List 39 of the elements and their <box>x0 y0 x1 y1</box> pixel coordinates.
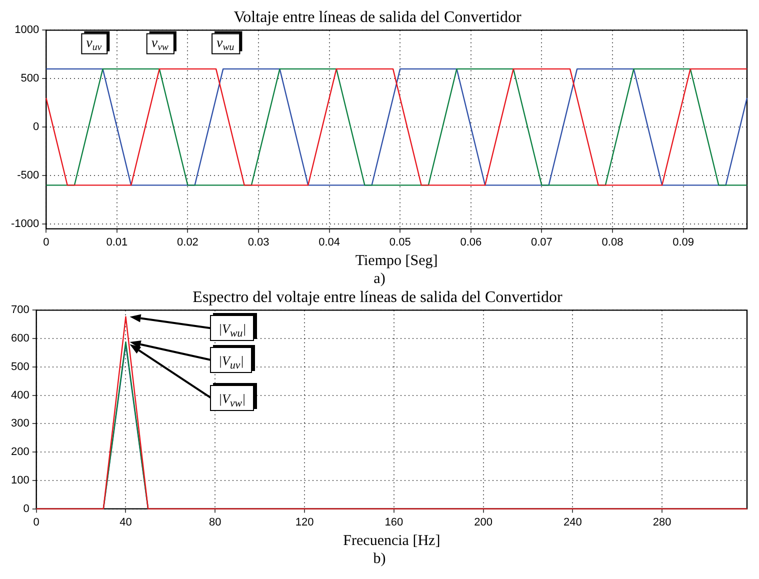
x-tick-label: 200 <box>474 516 492 528</box>
x-axis-title: Frecuencia [Hz] <box>343 532 440 549</box>
chart-title: Voltaje entre líneas de salida del Convertidor <box>234 8 522 26</box>
x-tick-label: 160 <box>384 516 404 528</box>
y-tick-label: 500 <box>20 72 40 85</box>
x-tick-label: 120 <box>295 516 314 528</box>
y-tick-label: 700 <box>10 304 30 316</box>
y-tick-label: 300 <box>10 418 30 430</box>
y-tick-label: 0 <box>33 121 40 134</box>
y-tick-label: 600 <box>10 332 30 345</box>
x-tick-label: 0.06 <box>460 236 482 248</box>
x-tick-label: 0 <box>43 236 50 248</box>
x-tick-label: 0.04 <box>318 236 340 248</box>
y-tick-label: 100 <box>10 474 30 486</box>
x-tick-label: 40 <box>120 516 132 528</box>
x-tick-label: 80 <box>209 516 222 528</box>
chart-title: Espectro del voltaje entre líneas de salida del Convertidor <box>192 288 563 306</box>
x-tick-label: 0.03 <box>248 236 270 248</box>
x-tick-label: 0.01 <box>106 236 128 248</box>
y-tick-label: 500 <box>10 360 30 373</box>
y-tick-label: -1000 <box>10 218 40 230</box>
annotation: |V$_{uv}$| <box>210 346 252 373</box>
x-tick-label: 0.02 <box>177 236 198 248</box>
x-tick-label: 0.09 <box>672 236 694 248</box>
text: a) <box>372 270 386 288</box>
x-tick-label: 0.05 <box>389 236 411 248</box>
x-tick-label: 280 <box>652 516 672 528</box>
annotation: |V$_{wu}$| <box>210 315 254 342</box>
y-tick-label: 400 <box>10 389 30 402</box>
x-tick-label: 0.07 <box>530 236 552 248</box>
text: b) <box>372 550 387 568</box>
y-tick-label: 1000 <box>14 24 40 36</box>
x-axis-title: Tiempo [Seg] <box>355 252 438 269</box>
y-tick-label: 0 <box>23 502 30 515</box>
annotation: |V$_{vw}$| <box>210 384 254 411</box>
x-tick-label: 0.08 <box>602 236 624 248</box>
y-tick-label: 200 <box>10 446 30 458</box>
x-tick-label: 240 <box>564 516 582 528</box>
y-tick-label: -500 <box>17 170 40 182</box>
